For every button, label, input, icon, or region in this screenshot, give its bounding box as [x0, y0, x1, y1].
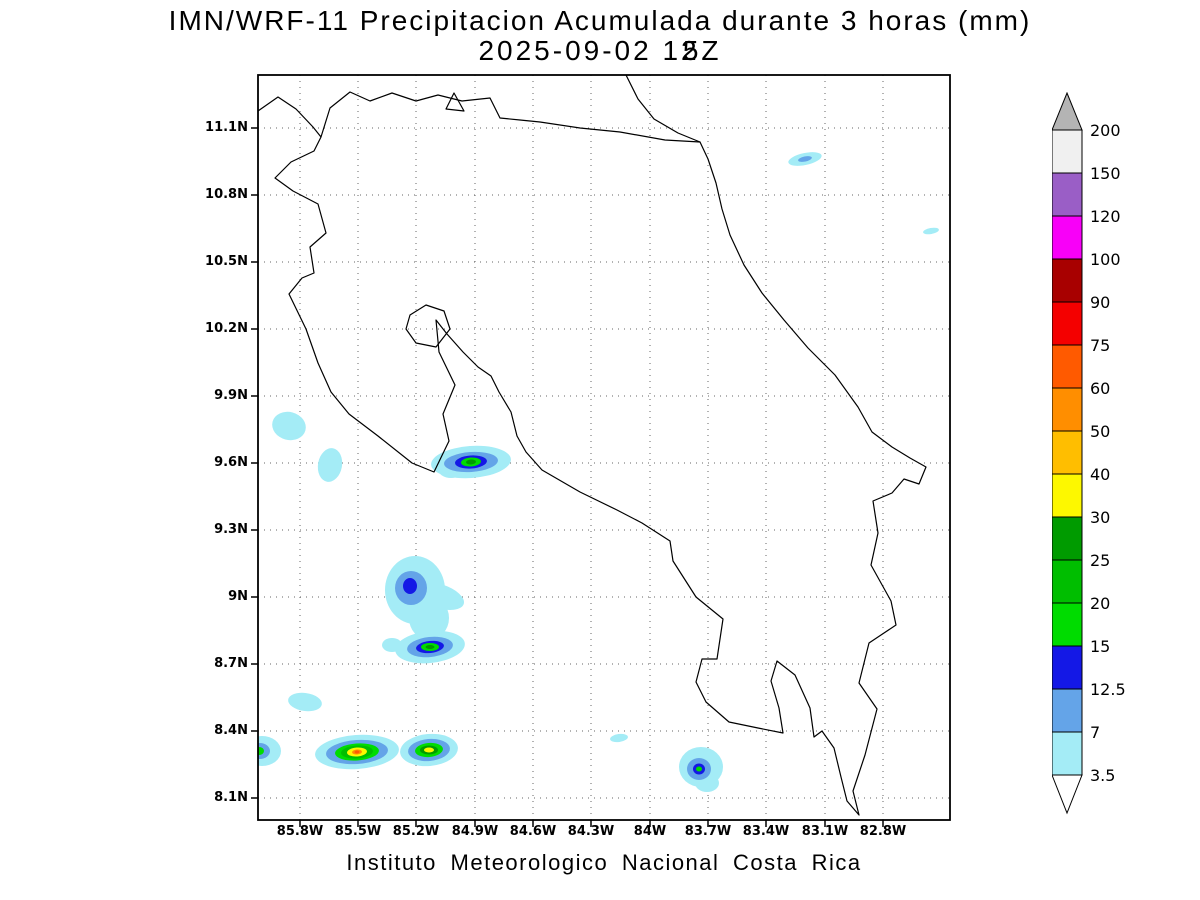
y-tick-label: 10.5N: [205, 254, 248, 269]
colorbar-segment-75: [1052, 301, 1083, 346]
x-tick-label: 83.4W: [742, 824, 790, 839]
precip-cell-nicoya-nw: [272, 411, 306, 441]
precip-cell-west-edge: [258, 747, 264, 755]
map-frame: [257, 74, 951, 821]
costa-rica-coastline: [258, 91, 927, 816]
colorbar-segment-20: [1052, 559, 1083, 604]
colorbar-segment-90: [1052, 258, 1083, 303]
valid-time-overlap-a: 2: [681, 35, 700, 66]
island-outline: [445, 92, 465, 112]
colorbar-segment-25: [1052, 516, 1083, 561]
precip-cell-golfito-west: [610, 733, 628, 743]
precip-cell-pacific-8p8n: [425, 645, 435, 649]
map-canvas: [251, 74, 951, 827]
colorbar-label: 50: [1090, 422, 1111, 441]
colorbar-segment-12.5: [1052, 645, 1083, 690]
colorbar-label: 3.5: [1090, 766, 1116, 785]
y-tick-label: 9.9N: [214, 388, 248, 403]
precip-cell-caribbean-east: [923, 227, 939, 235]
valid-time-overlap-b: 5: [682, 35, 702, 66]
precip-cell-caribbean-north: [798, 156, 812, 162]
precip-cell-osa-southeast: [696, 766, 702, 772]
colorbar-label: 60: [1090, 379, 1111, 398]
y-tick-label: 10.8N: [205, 187, 248, 202]
colorbar-segment-100: [1052, 215, 1083, 260]
y-tick-label: 10.2N: [205, 321, 248, 336]
plot-title: IMN/WRF-11 Precipitacion Acumulada duran…: [168, 5, 1032, 36]
colorbar-label: 20: [1090, 594, 1111, 613]
x-tick-label: 83.1W: [801, 824, 849, 839]
x-tick-label: 82.8W: [859, 824, 907, 839]
valid-time-prefix: 2025-09-02 1: [478, 35, 682, 66]
colorbar-label: 100: [1090, 250, 1121, 269]
colorbar-segment-40: [1052, 430, 1083, 475]
y-tick-label: 9N: [228, 589, 248, 604]
precip-cell-pacific-main: [354, 750, 360, 754]
colorbar-label: 200: [1090, 121, 1121, 140]
colorbar-label: 30: [1090, 508, 1111, 527]
colorbar-label: 15: [1090, 637, 1111, 656]
colorbar-labels: 200 150 120 100 90 75 60 50 40 30 25 20 15 12.5 7 3.5: [1090, 0, 1160, 900]
axis-ticks: [251, 127, 884, 827]
colorbar-label: 75: [1090, 336, 1111, 355]
colorbar-segment-30: [1052, 473, 1083, 518]
precip-cell-pacific-main-east: [424, 747, 434, 753]
y-tick-label: 8.4N: [214, 723, 248, 738]
precip-cell-nicoya-w: [317, 448, 343, 482]
x-tick-label: 84W: [633, 824, 667, 839]
nicaragua-caribbean-coastline: [625, 75, 701, 143]
coastline-layer: [258, 75, 927, 816]
colorbar-label: 150: [1090, 164, 1121, 183]
colorbar-segment-7: [1052, 688, 1083, 733]
colorbar-label: 12.5: [1090, 680, 1126, 699]
x-tick-label: 85.5W: [334, 824, 382, 839]
colorbar-segment-60: [1052, 344, 1083, 389]
precip-cell-pacific-9n: [403, 578, 417, 594]
gridlines: [258, 75, 950, 820]
precip-cell-pacific-8p8n: [382, 638, 402, 652]
x-tick-label: 84.3W: [567, 824, 615, 839]
footer-caption: Instituto Meteorologico Nacional Costa R…: [346, 850, 862, 875]
colorbar-label: 7: [1090, 723, 1101, 742]
x-tick-label: 83.7W: [684, 824, 732, 839]
lake-outline: [405, 304, 451, 348]
colorbar: [1052, 92, 1083, 815]
y-tick-label: 9.6N: [214, 455, 248, 470]
x-tick-label: 84.6W: [509, 824, 557, 839]
colorbar-label: 25: [1090, 551, 1111, 570]
x-tick-label: 85.8W: [276, 824, 324, 839]
precip-cell-cabo-blanco: [466, 459, 476, 465]
precip-cell-pacific-8p5n: [288, 692, 322, 712]
colorbar-segment-50: [1052, 387, 1083, 432]
plot-valid-time: 2025-09-02 125Z: [0, 35, 1200, 67]
precipitation-layer: [258, 152, 939, 792]
colorbar-segment-150: [1052, 129, 1083, 174]
y-tick-label: 9.3N: [214, 522, 248, 537]
colorbar-over-arrow: [1052, 92, 1083, 131]
valid-time-suffix: Z: [701, 35, 722, 66]
colorbar-label: 40: [1090, 465, 1111, 484]
colorbar-label: 90: [1090, 293, 1111, 312]
colorbar-segment-120: [1052, 172, 1083, 217]
colorbar-segment-15: [1052, 602, 1083, 647]
colorbar-segment-3.5: [1052, 731, 1083, 776]
x-tick-label: 85.2W: [392, 824, 440, 839]
y-tick-label: 11.1N: [205, 120, 248, 135]
y-tick-label: 8.1N: [214, 790, 248, 805]
y-tick-label: 8.7N: [214, 656, 248, 671]
x-tick-label: 84.9W: [451, 824, 499, 839]
colorbar-under-arrow: [1052, 774, 1083, 815]
colorbar-label: 120: [1090, 207, 1121, 226]
